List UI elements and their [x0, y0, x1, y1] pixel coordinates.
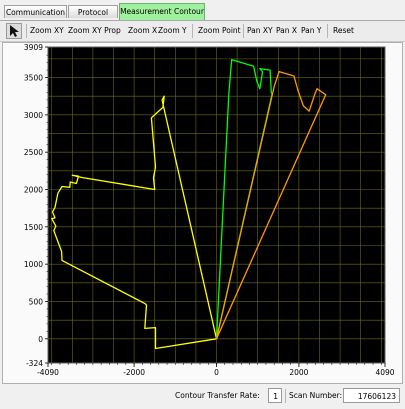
x-tick-label: 4090	[375, 368, 394, 377]
reset-button[interactable]: Reset	[333, 26, 354, 35]
scan-number-value: 17606123	[343, 388, 400, 403]
zoom-xy-button[interactable]: Zoom XY	[30, 26, 64, 35]
tab-bar: Communication Protocol Measurement Conto…	[0, 0, 405, 21]
zoom-point-button[interactable]: Zoom Point	[198, 26, 241, 35]
y-tick-label: 1500	[24, 223, 43, 232]
tab-communication[interactable]: Communication	[4, 5, 67, 18]
toolbar-separator	[327, 24, 328, 38]
x-tick-label: -4090	[37, 368, 59, 377]
toolbar-separator	[192, 24, 193, 38]
toolbar-separator	[243, 24, 244, 38]
chart-toolbar: Zoom XY Zoom XY Prop Zoom X Zoom Y Zoom …	[0, 21, 405, 42]
contour-series-1	[215, 58, 273, 339]
contour-chart-panel[interactable]: -324 0 500 1000 1500 2000 2500 3000 3500 3909 -409…	[2, 42, 403, 384]
toolbar-separator	[26, 24, 27, 38]
zoom-y-button[interactable]: Zoom Y	[158, 26, 187, 35]
x-tick-label: -2000	[123, 368, 145, 377]
transfer-rate-label: Contour Transfer Rate:	[175, 391, 260, 400]
contour-series-0	[51, 95, 218, 350]
y-tick-label: 2500	[24, 148, 43, 157]
tab-measurement-contour[interactable]: Measurement Contour	[119, 3, 205, 20]
status-bar: Contour Transfer Rate: 1 Scan Number: 17…	[0, 386, 405, 404]
y-tick-label: -324	[26, 359, 43, 368]
y-tick-label: 3000	[24, 111, 43, 120]
scan-number-label: Scan Number:	[289, 391, 343, 400]
tab-protocol[interactable]: Protocol	[68, 5, 118, 18]
arrow-pointer-icon	[10, 25, 19, 37]
y-tick-label: 500	[29, 297, 44, 306]
contour-chart[interactable]: -324 0 500 1000 1500 2000 2500 3000 3500 3909 -409…	[3, 43, 402, 383]
status-separator	[285, 389, 286, 403]
transfer-rate-value: 1	[268, 388, 282, 403]
pointer-tool-button[interactable]	[6, 23, 22, 39]
y-tick-label: 3909	[24, 43, 43, 52]
pan-x-button[interactable]: Pan X	[276, 26, 298, 35]
zoom-x-button[interactable]: Zoom X	[128, 26, 158, 35]
y-tick-label: 3500	[24, 74, 43, 83]
y-tick-label: 0	[38, 335, 43, 344]
x-tick-label: 0	[214, 368, 219, 377]
y-tick-label: 2000	[24, 186, 43, 195]
y-tick-label: 1000	[24, 260, 43, 269]
pan-xy-button[interactable]: Pan XY	[247, 26, 273, 35]
x-tick-label: 2000	[289, 368, 308, 377]
zoom-xy-prop-button[interactable]: Zoom XY Prop	[68, 26, 121, 35]
contour-series-2	[215, 70, 327, 340]
pan-y-button[interactable]: Pan Y	[301, 26, 322, 35]
